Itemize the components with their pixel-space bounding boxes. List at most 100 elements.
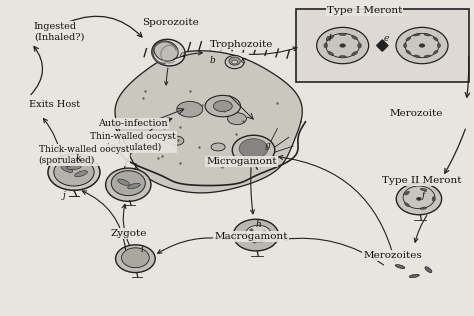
- Text: h: h: [255, 220, 261, 228]
- Ellipse shape: [324, 43, 328, 48]
- Text: Auto-infection: Auto-infection: [98, 119, 168, 128]
- Text: Macrogamont: Macrogamont: [214, 232, 288, 241]
- Text: Microgamont: Microgamont: [206, 157, 277, 166]
- Ellipse shape: [425, 267, 432, 273]
- Ellipse shape: [424, 33, 430, 36]
- Ellipse shape: [328, 36, 334, 40]
- Ellipse shape: [395, 264, 405, 269]
- Ellipse shape: [121, 248, 149, 268]
- Ellipse shape: [116, 245, 155, 272]
- FancyArrowPatch shape: [283, 237, 383, 265]
- Circle shape: [416, 197, 422, 201]
- Ellipse shape: [438, 43, 440, 48]
- Ellipse shape: [232, 135, 275, 165]
- Ellipse shape: [420, 188, 427, 191]
- FancyArrowPatch shape: [125, 118, 172, 168]
- FancyArrowPatch shape: [445, 129, 465, 173]
- Text: a: a: [180, 50, 185, 59]
- Ellipse shape: [213, 100, 232, 112]
- Ellipse shape: [74, 171, 87, 177]
- Polygon shape: [115, 51, 302, 193]
- Ellipse shape: [339, 33, 346, 35]
- Text: l: l: [134, 163, 137, 172]
- Ellipse shape: [152, 39, 185, 66]
- Ellipse shape: [396, 27, 448, 64]
- Ellipse shape: [433, 37, 438, 41]
- Bar: [296, 9, 469, 82]
- FancyArrowPatch shape: [414, 216, 427, 242]
- Ellipse shape: [154, 41, 178, 61]
- Circle shape: [246, 225, 271, 242]
- Text: c: c: [241, 56, 246, 65]
- Ellipse shape: [317, 27, 369, 64]
- Ellipse shape: [328, 52, 334, 55]
- Ellipse shape: [413, 55, 420, 58]
- Ellipse shape: [167, 136, 184, 145]
- Text: Merozoite: Merozoite: [390, 109, 443, 118]
- Text: Type II Meront: Type II Meront: [382, 175, 461, 185]
- FancyArrowPatch shape: [31, 46, 43, 94]
- Ellipse shape: [406, 37, 410, 41]
- FancyArrowPatch shape: [70, 16, 142, 37]
- Ellipse shape: [405, 191, 410, 195]
- Ellipse shape: [225, 55, 244, 69]
- Text: Type I Meront: Type I Meront: [327, 6, 402, 15]
- Text: k: k: [76, 154, 82, 162]
- Ellipse shape: [233, 219, 279, 251]
- Ellipse shape: [54, 158, 94, 186]
- Ellipse shape: [48, 154, 100, 190]
- Text: Zygote: Zygote: [110, 229, 146, 238]
- Text: b: b: [210, 56, 215, 65]
- FancyArrowPatch shape: [44, 118, 62, 160]
- FancyArrowPatch shape: [164, 68, 168, 85]
- Ellipse shape: [67, 165, 81, 170]
- Ellipse shape: [339, 56, 346, 58]
- Ellipse shape: [229, 57, 240, 65]
- Text: Trophozoite: Trophozoite: [210, 40, 273, 49]
- Ellipse shape: [352, 52, 357, 55]
- Ellipse shape: [432, 197, 435, 201]
- Circle shape: [339, 44, 346, 48]
- Text: Ingested
(Inhaled?): Ingested (Inhaled?): [34, 22, 84, 42]
- Ellipse shape: [239, 139, 268, 158]
- Text: Sporozoite: Sporozoite: [143, 18, 199, 27]
- FancyArrowPatch shape: [249, 47, 297, 54]
- FancyArrowPatch shape: [122, 204, 129, 245]
- Ellipse shape: [409, 274, 419, 278]
- Ellipse shape: [413, 33, 420, 36]
- Ellipse shape: [128, 183, 140, 189]
- Circle shape: [232, 60, 237, 64]
- Text: Thin-walled oocyst
(sporulated): Thin-walled oocyst (sporulated): [90, 132, 176, 152]
- Ellipse shape: [177, 101, 203, 117]
- FancyArrowPatch shape: [279, 155, 395, 261]
- Ellipse shape: [358, 43, 361, 48]
- Text: Exits Host: Exits Host: [29, 100, 80, 109]
- FancyArrowPatch shape: [158, 238, 229, 253]
- Text: j: j: [63, 191, 66, 200]
- Ellipse shape: [228, 113, 246, 125]
- Ellipse shape: [111, 171, 146, 196]
- Text: i: i: [141, 245, 144, 254]
- FancyArrowPatch shape: [82, 191, 126, 250]
- Ellipse shape: [205, 95, 240, 117]
- Polygon shape: [377, 40, 388, 51]
- Ellipse shape: [406, 50, 410, 54]
- Ellipse shape: [61, 166, 73, 173]
- Ellipse shape: [352, 36, 357, 40]
- FancyArrowPatch shape: [173, 51, 202, 59]
- Ellipse shape: [433, 50, 438, 54]
- Ellipse shape: [403, 43, 407, 48]
- Ellipse shape: [405, 203, 410, 207]
- Text: e: e: [383, 34, 389, 43]
- Text: Thick-walled oocyst
(sporulated): Thick-walled oocyst (sporulated): [38, 145, 129, 165]
- Ellipse shape: [106, 168, 151, 201]
- Text: Merozoites: Merozoites: [364, 251, 422, 260]
- Text: d: d: [326, 34, 332, 43]
- Circle shape: [419, 44, 425, 48]
- Text: f: f: [422, 191, 425, 200]
- FancyArrowPatch shape: [251, 168, 255, 214]
- Ellipse shape: [118, 179, 129, 185]
- FancyArrowPatch shape: [465, 57, 470, 97]
- Ellipse shape: [211, 143, 225, 151]
- Ellipse shape: [420, 207, 427, 210]
